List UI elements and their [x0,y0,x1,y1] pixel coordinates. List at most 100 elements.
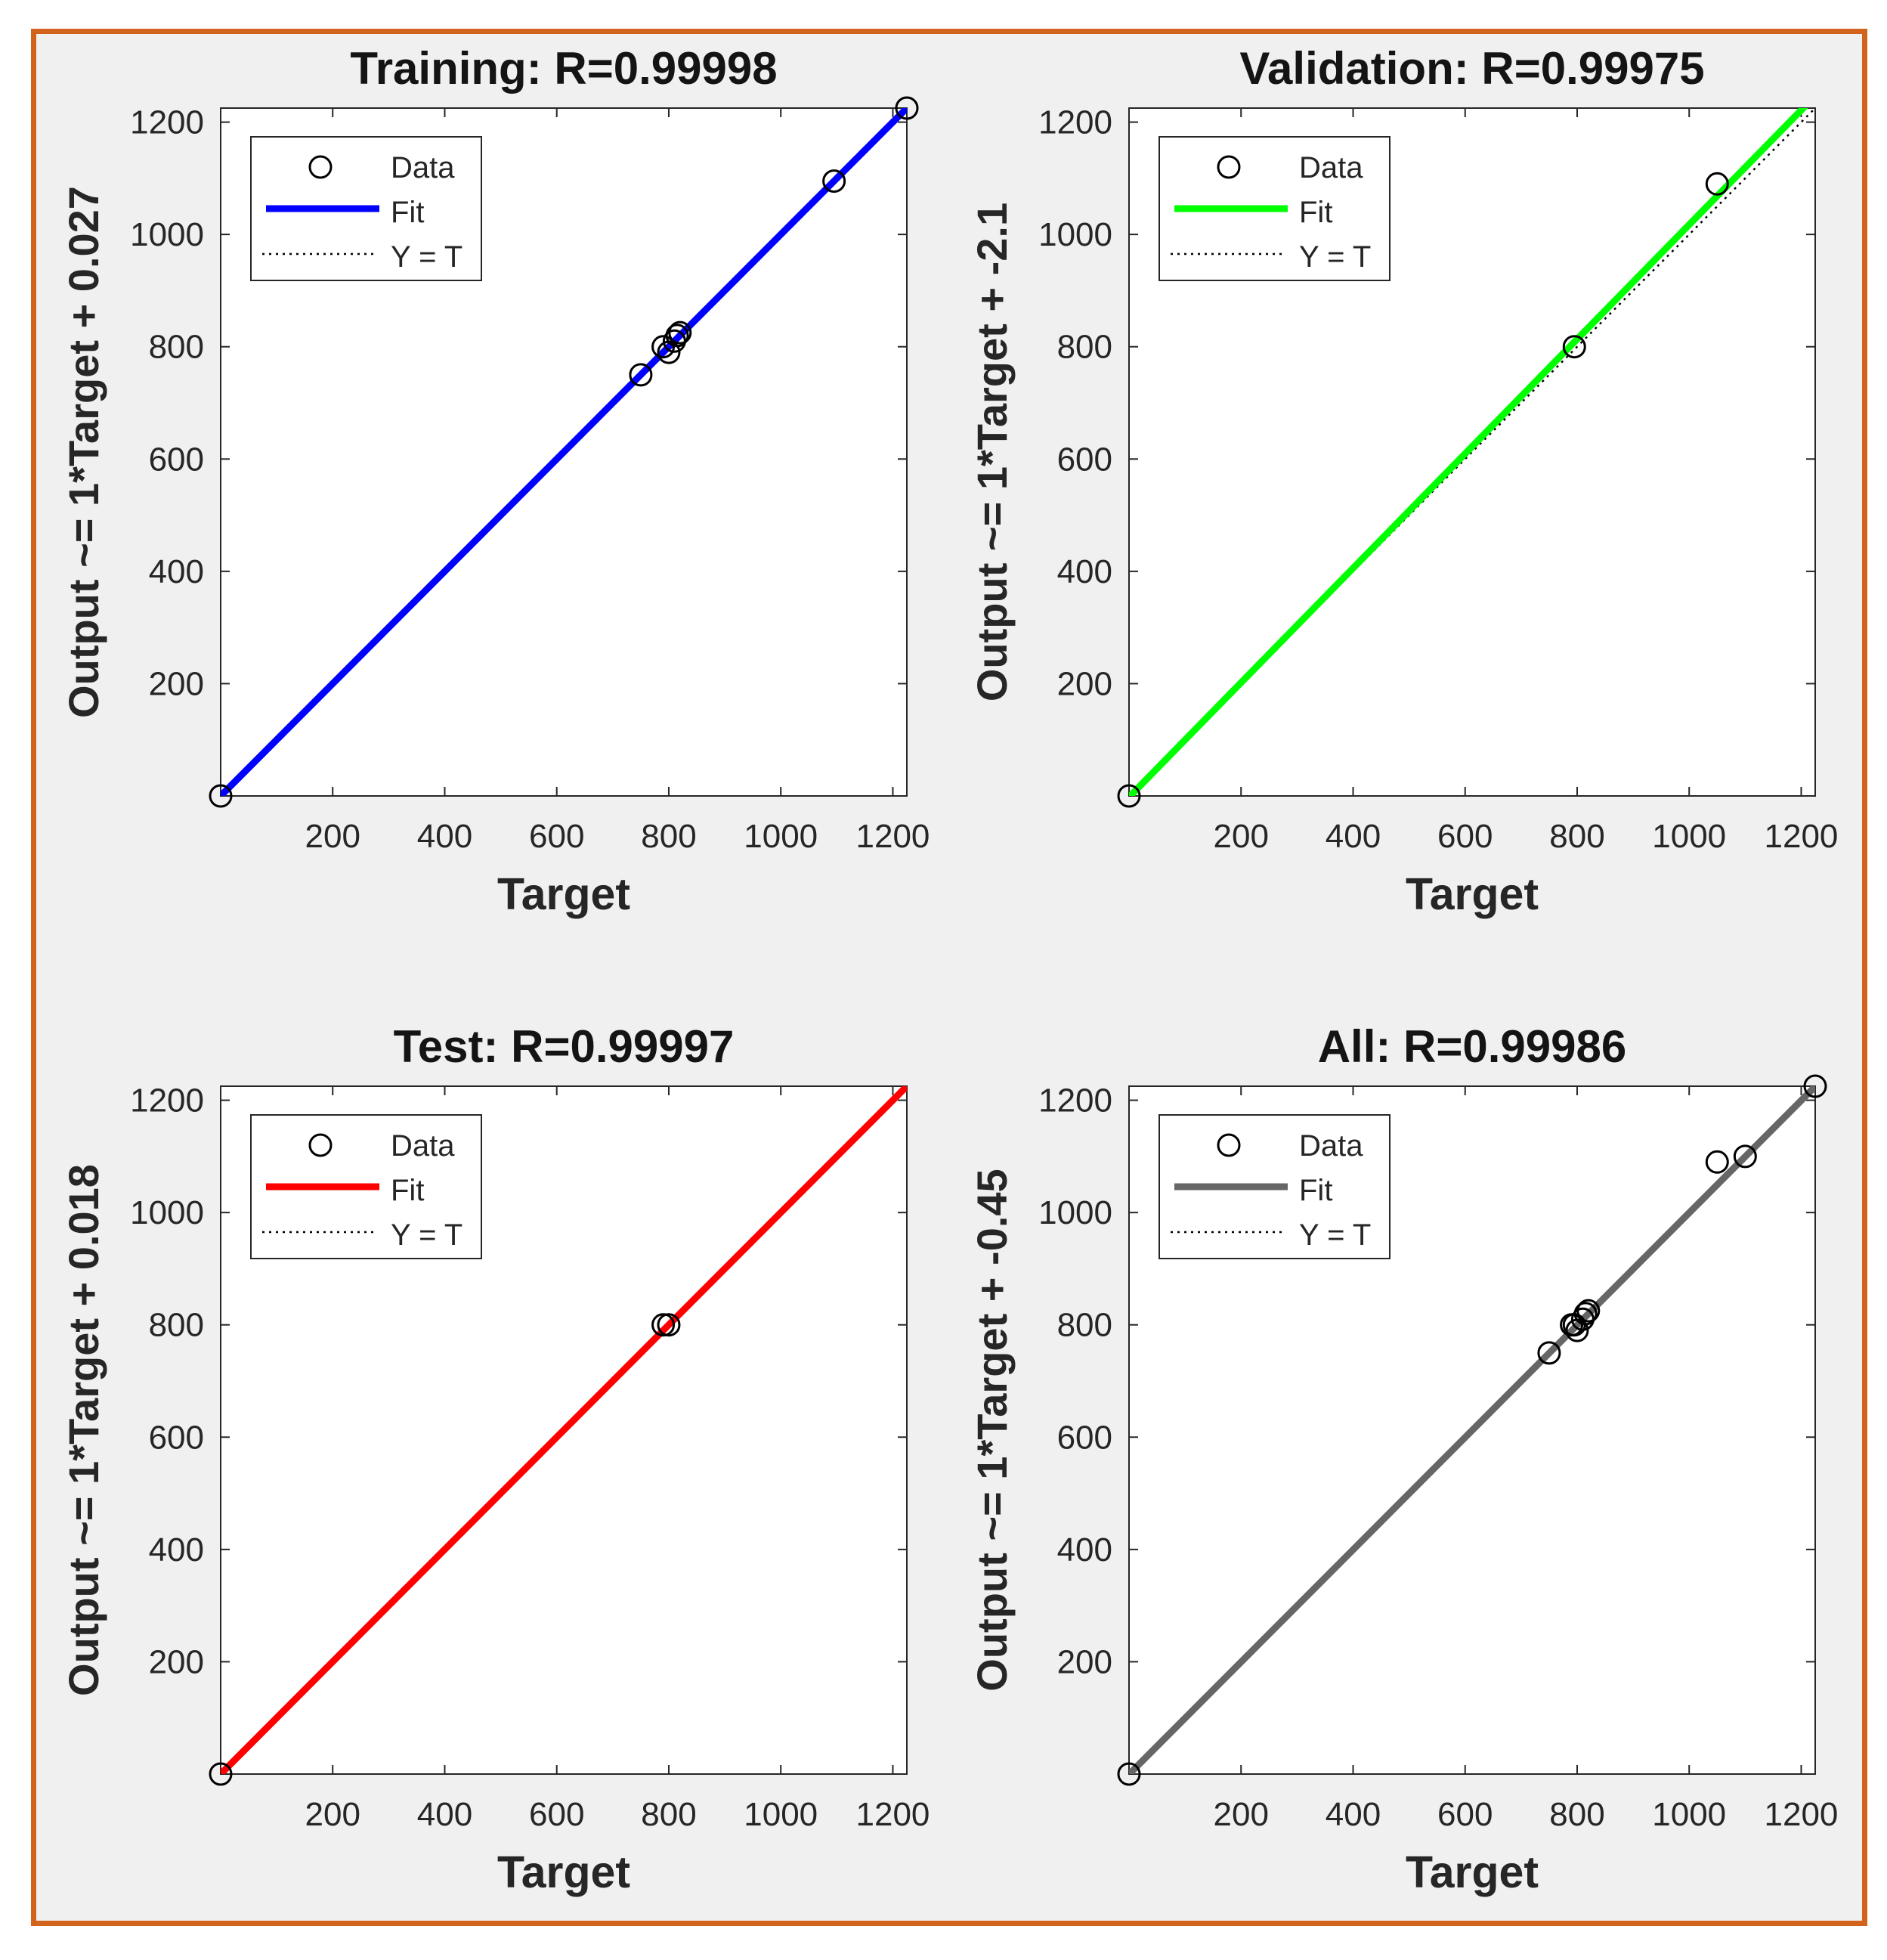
x-tick-label: 600 [1437,1796,1493,1833]
legend-ref-label: Y = T [391,1218,462,1252]
y-tick-label: 1200 [1038,104,1112,141]
x-tick-label: 800 [641,818,696,855]
x-tick-label: 800 [1549,1796,1604,1833]
x-tick-label: 400 [1326,1796,1381,1833]
y-tick-label: 400 [149,553,204,590]
fit-line [221,108,907,796]
x-tick-label: 800 [1549,818,1604,855]
x-axis-label: Target [497,1847,630,1897]
x-tick-label: 200 [305,1796,360,1833]
chart-panel-3: 200 400 600 800 1000 1200 200 400 600 800 1000 1200… [968,1021,1838,1897]
x-tick-label: 1000 [744,1796,818,1833]
fit-line [1129,1086,1815,1774]
fit-line [221,1086,907,1774]
data-point [657,1313,681,1337]
x-tick-label: 1000 [1652,1796,1726,1833]
data-point [822,169,846,194]
data-point [651,1313,676,1337]
y-tick-label: 600 [149,441,204,478]
y-axis-label: Output ~= 1*Target + -0.45 [968,1169,1016,1691]
chart-title: Validation: R=0.99975 [1239,43,1704,94]
chart-panel-0: 200 400 600 800 1000 1200 200 400 600 800 1000 1200… [60,43,930,919]
data-point [209,1762,233,1786]
fit-line [1129,108,1808,796]
x-tick-label: 1000 [1652,818,1726,855]
x-tick-label: 600 [529,818,584,855]
data-point [1562,335,1586,359]
x-tick-label: 200 [305,818,360,855]
y-tick-label: 600 [1057,1419,1112,1456]
legend-fit-label: Fit [1299,196,1332,229]
legend-ref-label: Y = T [1299,240,1371,274]
x-tick-label: 200 [1214,818,1269,855]
y-tick-label: 1000 [130,1194,204,1231]
x-tick-label: 1200 [856,1796,930,1833]
legend-fit-label: Fit [1299,1174,1332,1207]
y-axis-label: Output ~= 1*Target + -2.1 [968,203,1016,701]
data-point [1117,784,1141,808]
x-tick-label: 1000 [744,818,818,855]
x-tick-label: 400 [1326,818,1381,855]
y-tick-label: 1200 [1038,1082,1112,1119]
legend-data-marker [1217,1133,1241,1157]
y-tick-label: 400 [1057,553,1112,590]
chart-title: Test: R=0.99997 [394,1021,735,1072]
y-tick-label: 800 [149,329,204,366]
y-axis-label: Output ~= 1*Target + 0.027 [60,186,107,718]
legend-data-label: Data [391,1129,455,1163]
y-tick-label: 1000 [130,216,204,253]
data-point [1537,1341,1561,1365]
y-tick-label: 200 [149,665,204,702]
data-point [1576,1299,1601,1323]
x-tick-label: 200 [1214,1796,1269,1833]
legend-data-marker [308,155,333,179]
y-tick-label: 400 [1057,1531,1112,1568]
y-tick-label: 200 [149,1643,204,1680]
chart-panel-1: 200 400 600 800 1000 1200 200 400 600 800 1000 1200… [968,43,1838,919]
y-axis-label: Output ~= 1*Target + 0.018 [60,1164,107,1696]
data-point [1733,1144,1757,1169]
x-axis-label: Target [1406,869,1539,919]
y-tick-label: 600 [149,1419,204,1456]
chart-title: All: R=0.99986 [1318,1021,1627,1072]
data-point [1705,172,1729,196]
y-tick-label: 400 [149,1531,204,1568]
data-point [1573,1302,1598,1326]
legend-data-marker [1217,155,1241,179]
y-tick-label: 800 [1057,1307,1112,1344]
data-point [651,335,676,359]
x-tick-label: 600 [529,1796,584,1833]
reference-line [1128,107,1816,797]
legend-data-marker [308,1133,333,1157]
x-tick-label: 1200 [856,818,930,855]
data-point [1803,1074,1827,1098]
y-tick-label: 1000 [1038,216,1112,253]
legend-fit-label: Fit [391,196,424,229]
legend-data-label: Data [391,151,455,184]
legend-ref-label: Y = T [1299,1218,1371,1252]
data-point [1117,1762,1141,1786]
data-point [1705,1150,1729,1174]
x-tick-label: 600 [1437,818,1493,855]
x-tick-label: 1200 [1765,1796,1839,1833]
legend-ref-label: Y = T [391,240,462,274]
data-point [665,324,689,348]
y-tick-label: 200 [1057,1643,1112,1680]
chart-panel-2: 200 400 600 800 1000 1200 200 400 600 800 1000 1200… [60,1021,930,1897]
x-tick-label: 1200 [1765,818,1839,855]
x-tick-label: 400 [417,1796,472,1833]
y-tick-label: 800 [149,1307,204,1344]
y-tick-label: 800 [1057,329,1112,366]
data-point [895,96,919,120]
y-tick-label: 600 [1057,441,1112,478]
data-point [629,363,653,387]
y-tick-label: 1200 [130,1082,204,1119]
y-tick-label: 1200 [130,104,204,141]
x-axis-label: Target [497,869,630,919]
y-tick-label: 200 [1057,665,1112,702]
data-point [209,784,233,808]
y-tick-label: 1000 [1038,1194,1112,1231]
x-tick-label: 800 [641,1796,696,1833]
chart-title: Training: R=0.99998 [350,43,777,94]
